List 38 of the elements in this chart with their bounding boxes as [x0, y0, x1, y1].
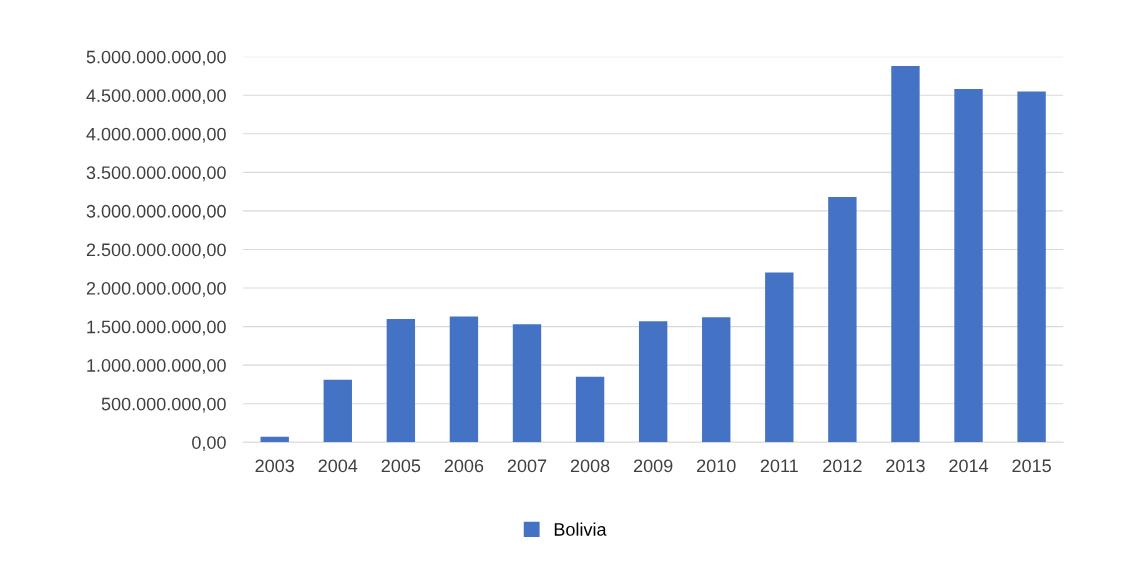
- bar: [765, 272, 794, 443]
- bar: [512, 324, 542, 443]
- bar: [575, 376, 605, 443]
- y-tick-label: 4.000.000.000,00: [86, 127, 226, 143]
- x-tick-label: 2004: [318, 459, 358, 473]
- y-tick-label: 3.500.000.000,00: [86, 166, 226, 182]
- y-tick-label: 4.500.000.000,00: [86, 89, 226, 105]
- y-tick-label: 2.500.000.000,00: [86, 243, 226, 259]
- y-tick-label: 0,00: [192, 436, 226, 452]
- legend-label: Bolivia: [554, 522, 607, 536]
- y-tick-label: 500.000.000,00: [101, 397, 226, 413]
- y-tick-label: 5.000.000.000,00: [86, 50, 226, 66]
- bar: [449, 316, 479, 443]
- y-tick-label: 3.000.000.000,00: [86, 204, 226, 220]
- x-tick-label: 2011: [760, 459, 798, 473]
- bar: [1017, 91, 1046, 443]
- bar: [891, 65, 920, 443]
- x-tick-label: 2014: [949, 459, 989, 473]
- x-tick-label: 2006: [444, 459, 484, 473]
- bar: [954, 89, 983, 443]
- x-tick-label: 2003: [255, 459, 294, 473]
- bar: [828, 197, 857, 443]
- bar: [638, 321, 668, 443]
- x-tick-label: 2010: [697, 459, 736, 473]
- x-tick-label: 2012: [823, 459, 862, 473]
- bar: [323, 379, 352, 443]
- x-tick-label: 2005: [381, 459, 421, 473]
- bar: [702, 317, 731, 443]
- x-tick-label: 2009: [633, 459, 673, 473]
- y-tick-label: 2.000.000.000,00: [86, 281, 226, 297]
- y-tick-label: 1.000.000.000,00: [87, 359, 226, 374]
- x-tick-label: 2008: [570, 459, 610, 473]
- x-tick-label: 2015: [1012, 459, 1051, 473]
- y-tick-label: 1.500.000.000,00: [87, 320, 226, 336]
- x-tick-label: 2013: [886, 459, 925, 473]
- bar: [386, 318, 416, 443]
- x-tick-label: 2007: [507, 459, 547, 473]
- bar: [260, 436, 289, 443]
